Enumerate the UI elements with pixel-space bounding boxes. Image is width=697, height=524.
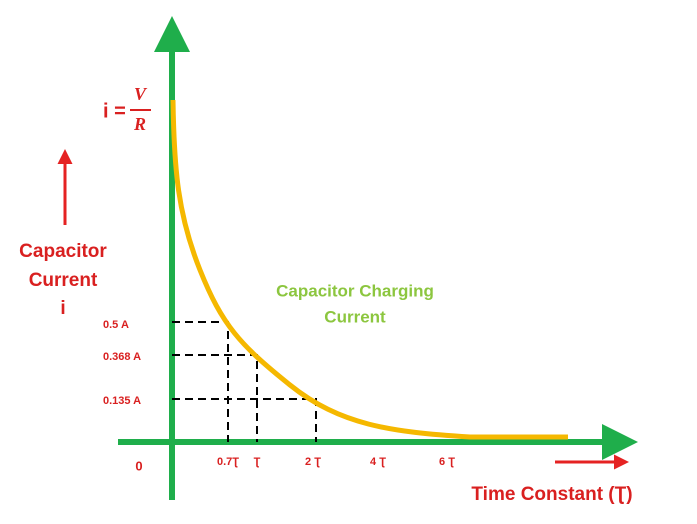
y-axis-label: Current [29, 270, 98, 291]
x-label: 6 Ʈ [439, 456, 455, 468]
guide [172, 398, 317, 442]
y-label: 0.135 A [103, 395, 141, 407]
guides [172, 321, 317, 442]
x-axis-label: Time Constant (Ʈ) [471, 484, 632, 505]
x-label: 4 Ʈ [370, 456, 386, 468]
denominator: R [133, 114, 146, 134]
numerator: V [134, 84, 148, 104]
curve-label: Current [324, 307, 386, 326]
charging-curve [170, 99, 568, 440]
curve-label: Capacitor Charging [276, 281, 434, 300]
x-label: 0.7Ʈ [217, 456, 239, 468]
y-label: 0.368 A [103, 351, 141, 363]
y-axis-label: i [60, 298, 65, 319]
equation-lhs: i = [103, 100, 126, 122]
x-label: 2 Ʈ [305, 456, 321, 468]
x-label: Ʈ [254, 456, 261, 468]
origin-label: 0 [135, 458, 142, 473]
guide [172, 321, 229, 442]
y-label: 0.5 A [103, 319, 129, 331]
y-axis-label: Capacitor [19, 241, 107, 262]
